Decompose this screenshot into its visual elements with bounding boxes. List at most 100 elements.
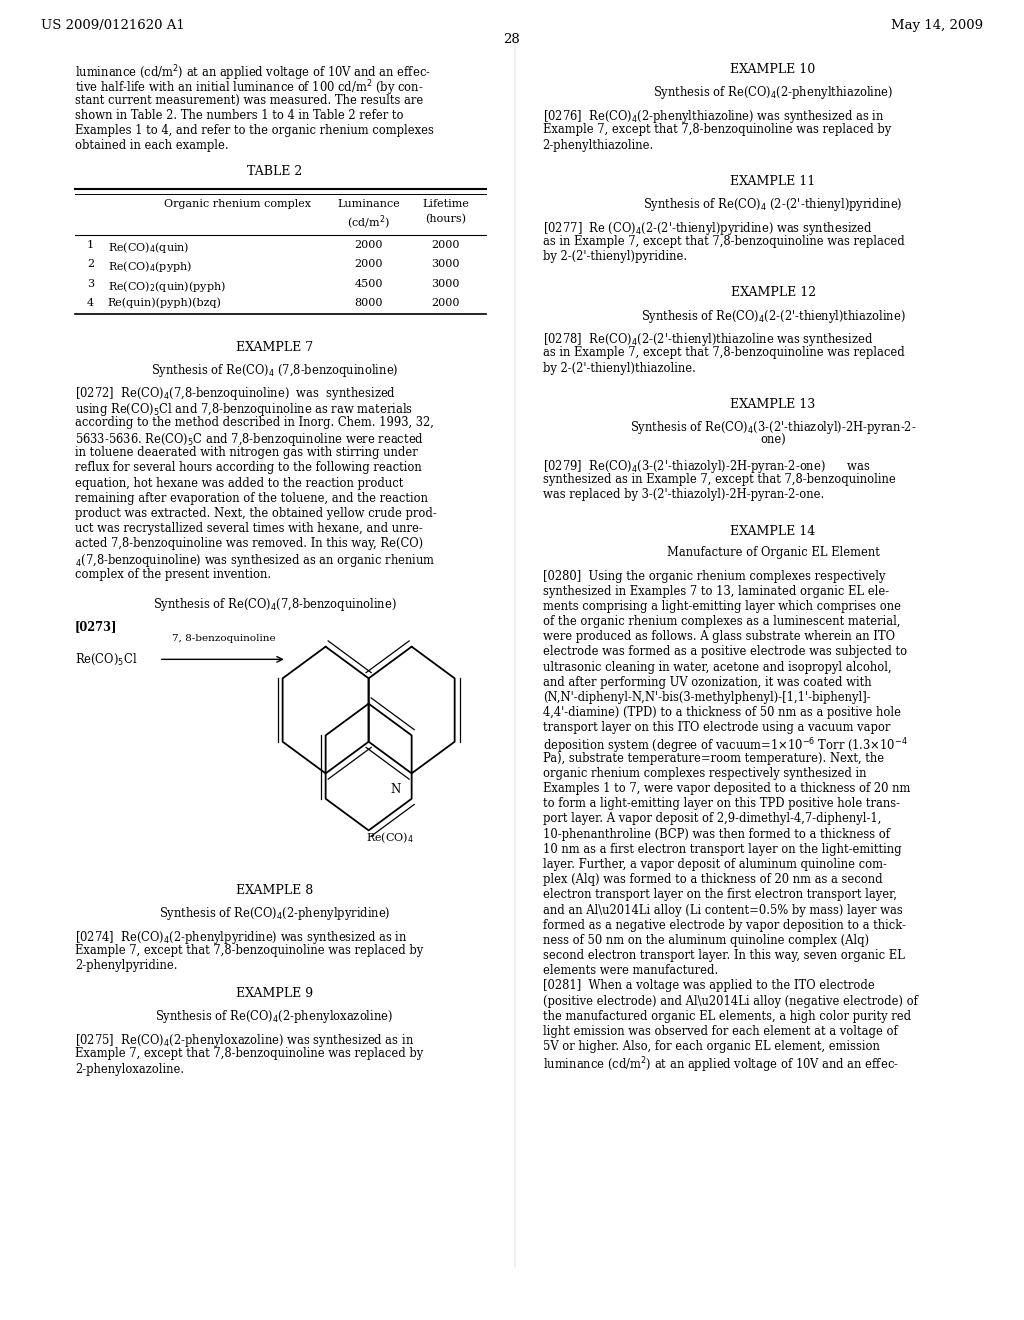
Text: elements were manufactured.: elements were manufactured. xyxy=(543,964,718,977)
Text: transport layer on this ITO electrode using a vacuum vapor: transport layer on this ITO electrode us… xyxy=(543,721,890,734)
Text: uct was recrystallized several times with hexane, and unre-: uct was recrystallized several times wit… xyxy=(75,521,423,535)
Text: Examples 1 to 4, and refer to the organic rhenium complexes: Examples 1 to 4, and refer to the organi… xyxy=(75,124,433,137)
Text: (hours): (hours) xyxy=(425,214,466,224)
Text: Examples 1 to 7, were vapor deposited to a thickness of 20 nm: Examples 1 to 7, were vapor deposited to… xyxy=(543,781,910,795)
Text: 2000: 2000 xyxy=(354,259,383,269)
Text: Synthesis of Re(CO)$_4$ (7,8-benzoquinoline): Synthesis of Re(CO)$_4$ (7,8-benzoquinol… xyxy=(151,362,398,379)
Text: Synthesis of Re(CO)$_4$ (2-(2'-thienyl)pyridine): Synthesis of Re(CO)$_4$ (2-(2'-thienyl)p… xyxy=(643,195,903,213)
Text: 4500: 4500 xyxy=(354,279,383,289)
Text: port layer. A vapor deposit of 2,9-dimethyl-4,7-diphenyl-1,: port layer. A vapor deposit of 2,9-dimet… xyxy=(543,812,881,825)
Text: EXAMPLE 13: EXAMPLE 13 xyxy=(730,397,816,411)
Text: Luminance: Luminance xyxy=(337,199,400,210)
Text: ments comprising a light-emitting layer which comprises one: ments comprising a light-emitting layer … xyxy=(543,599,901,612)
Text: EXAMPLE 10: EXAMPLE 10 xyxy=(730,63,816,77)
Text: 28: 28 xyxy=(504,33,520,46)
Text: Organic rhenium complex: Organic rhenium complex xyxy=(164,199,311,210)
Text: layer. Further, a vapor deposit of aluminum quinoline com-: layer. Further, a vapor deposit of alumi… xyxy=(543,858,887,871)
Text: of the organic rhenium complexes as a luminescent material,: of the organic rhenium complexes as a lu… xyxy=(543,615,900,628)
Text: Re(CO)$_2$(quin)(pyph): Re(CO)$_2$(quin)(pyph) xyxy=(108,279,225,293)
Text: obtained in each example.: obtained in each example. xyxy=(75,139,228,152)
Text: (cd/m$^2$): (cd/m$^2$) xyxy=(347,214,390,232)
Text: 2-phenyloxazoline.: 2-phenyloxazoline. xyxy=(75,1063,184,1076)
Text: remaining after evaporation of the toluene, and the reaction: remaining after evaporation of the tolue… xyxy=(75,491,428,504)
Text: 10 nm as a first electron transport layer on the light-emitting: 10 nm as a first electron transport laye… xyxy=(543,842,901,855)
Text: Re(quin)(pyph)(bzq): Re(quin)(pyph)(bzq) xyxy=(108,297,221,309)
Text: Re(CO)$_5$Cl: Re(CO)$_5$Cl xyxy=(75,652,137,667)
Text: Manufacture of Organic EL Element: Manufacture of Organic EL Element xyxy=(667,545,880,558)
Text: [0273]: [0273] xyxy=(75,619,118,632)
Text: [0280]  Using the organic rhenium complexes respectively: [0280] Using the organic rhenium complex… xyxy=(543,569,885,582)
Text: as in Example 7, except that 7,8-benzoquinoline was replaced: as in Example 7, except that 7,8-benzoqu… xyxy=(543,235,904,248)
Text: according to the method described in Inorg. Chem. 1993, 32,: according to the method described in Ino… xyxy=(75,416,433,429)
Text: Synthesis of Re(CO)$_4$(7,8-benzoquinoline): Synthesis of Re(CO)$_4$(7,8-benzoquinoli… xyxy=(153,595,396,612)
Text: [0278]  Re(CO)$_4$(2-(2'-thienyl)thiazoline was synthesized: [0278] Re(CO)$_4$(2-(2'-thienyl)thiazoli… xyxy=(543,331,872,348)
Text: [0281]  When a voltage was applied to the ITO electrode: [0281] When a voltage was applied to the… xyxy=(543,979,874,993)
Text: light emission was observed for each element at a voltage of: light emission was observed for each ele… xyxy=(543,1024,897,1038)
Text: 2-phenylpyridine.: 2-phenylpyridine. xyxy=(75,958,177,972)
Text: plex (Alq) was formed to a thickness of 20 nm as a second: plex (Alq) was formed to a thickness of … xyxy=(543,873,883,886)
Text: 5V or higher. Also, for each organic EL element, emission: 5V or higher. Also, for each organic EL … xyxy=(543,1040,880,1053)
Text: Synthesis of Re(CO)$_4$(2-(2'-thienyl)thiazoline): Synthesis of Re(CO)$_4$(2-(2'-thienyl)th… xyxy=(641,308,905,325)
Text: Re(CO)$_4$: Re(CO)$_4$ xyxy=(367,830,414,845)
Text: shown in Table 2. The numbers 1 to 4 in Table 2 refer to: shown in Table 2. The numbers 1 to 4 in … xyxy=(75,108,403,121)
Text: Example 7, except that 7,8-benzoquinoline was replaced by: Example 7, except that 7,8-benzoquinolin… xyxy=(75,944,423,957)
Text: complex of the present invention.: complex of the present invention. xyxy=(75,568,271,581)
Text: May 14, 2009: May 14, 2009 xyxy=(891,18,983,32)
Text: in toluene deaerated with nitrogen gas with stirring under: in toluene deaerated with nitrogen gas w… xyxy=(75,446,418,459)
Text: synthesized as in Example 7, except that 7,8-benzoquinoline: synthesized as in Example 7, except that… xyxy=(543,473,895,486)
Text: synthesized in Examples 7 to 13, laminated organic EL ele-: synthesized in Examples 7 to 13, laminat… xyxy=(543,585,889,598)
Text: Example 7, except that 7,8-benzoquinoline was replaced by: Example 7, except that 7,8-benzoquinolin… xyxy=(75,1047,423,1060)
Text: by 2-(2'-thienyl)thiazoline.: by 2-(2'-thienyl)thiazoline. xyxy=(543,362,695,375)
Text: Pa), substrate temperature=room temperature). Next, the: Pa), substrate temperature=room temperat… xyxy=(543,751,884,764)
Text: [0272]  Re(CO)$_4$(7,8-benzoquinoline)  was  synthesized: [0272] Re(CO)$_4$(7,8-benzoquinoline) wa… xyxy=(75,385,395,403)
Text: ness of 50 nm on the aluminum quinoline complex (Alq): ness of 50 nm on the aluminum quinoline … xyxy=(543,933,868,946)
Text: [0276]  Re(CO)$_4$(2-phenylthiazoline) was synthesized as in: [0276] Re(CO)$_4$(2-phenylthiazoline) wa… xyxy=(543,108,884,125)
Text: reflux for several hours according to the following reaction: reflux for several hours according to th… xyxy=(75,461,422,474)
Text: (N,N'-diphenyl-N,N'-bis(3-methylphenyl)-[1,1'-biphenyl]-: (N,N'-diphenyl-N,N'-bis(3-methylphenyl)-… xyxy=(543,690,870,704)
Text: EXAMPLE 14: EXAMPLE 14 xyxy=(730,524,816,537)
Text: as in Example 7, except that 7,8-benzoquinoline was replaced: as in Example 7, except that 7,8-benzoqu… xyxy=(543,346,904,359)
Text: 3000: 3000 xyxy=(431,279,460,289)
Text: and an Al\u2014Li alloy (Li content=0.5% by mass) layer was: and an Al\u2014Li alloy (Li content=0.5%… xyxy=(543,903,902,916)
Text: [0279]  Re(CO)$_4$(3-(2'-thiazolyl)-2H-pyran-2-one)      was: [0279] Re(CO)$_4$(3-(2'-thiazolyl)-2H-py… xyxy=(543,458,870,475)
Text: 7, 8-benzoquinoline: 7, 8-benzoquinoline xyxy=(172,635,275,643)
Text: Synthesis of Re(CO)$_4$(3-(2'-thiazolyl)-2H-pyran-2-: Synthesis of Re(CO)$_4$(3-(2'-thiazolyl)… xyxy=(630,418,916,436)
Text: EXAMPLE 8: EXAMPLE 8 xyxy=(236,883,313,896)
Text: luminance (cd/m$^2$) at an applied voltage of 10V and an effec-: luminance (cd/m$^2$) at an applied volta… xyxy=(543,1055,898,1074)
Text: product was extracted. Next, the obtained yellow crude prod-: product was extracted. Next, the obtaine… xyxy=(75,507,436,520)
Text: equation, hot hexane was added to the reaction product: equation, hot hexane was added to the re… xyxy=(75,477,403,490)
Text: 2000: 2000 xyxy=(431,297,460,308)
Text: organic rhenium complexes respectively synthesized in: organic rhenium complexes respectively s… xyxy=(543,767,866,780)
Text: Synthesis of Re(CO)$_4$(2-phenylpyridine): Synthesis of Re(CO)$_4$(2-phenylpyridine… xyxy=(159,904,390,921)
Text: Synthesis of Re(CO)$_4$(2-phenylthiazoline): Synthesis of Re(CO)$_4$(2-phenylthiazoli… xyxy=(653,84,893,102)
Text: [0275]  Re(CO)$_4$(2-phenyloxazoline) was synthesized as in: [0275] Re(CO)$_4$(2-phenyloxazoline) was… xyxy=(75,1032,414,1049)
Text: EXAMPLE 11: EXAMPLE 11 xyxy=(730,174,816,187)
Text: were produced as follows. A glass substrate wherein an ITO: were produced as follows. A glass substr… xyxy=(543,630,895,643)
Text: 4: 4 xyxy=(87,297,94,308)
Text: 2: 2 xyxy=(87,259,94,269)
Text: EXAMPLE 9: EXAMPLE 9 xyxy=(236,987,313,1001)
Text: second electron transport layer. In this way, seven organic EL: second electron transport layer. In this… xyxy=(543,949,904,962)
Text: 2000: 2000 xyxy=(431,240,460,251)
Text: acted 7,8-benzoquinoline was removed. In this way, Re(CO): acted 7,8-benzoquinoline was removed. In… xyxy=(75,537,423,550)
Text: 5633-5636. Re(CO)$_5$C and 7,8-benzoquinoline were reacted: 5633-5636. Re(CO)$_5$C and 7,8-benzoquin… xyxy=(75,430,424,447)
Text: EXAMPLE 12: EXAMPLE 12 xyxy=(730,286,816,300)
Text: electron transport layer on the first electron transport layer,: electron transport layer on the first el… xyxy=(543,888,897,902)
Text: 4,4'-diamine) (TPD) to a thickness of 50 nm as a positive hole: 4,4'-diamine) (TPD) to a thickness of 50… xyxy=(543,706,901,719)
Text: by 2-(2'-thienyl)pyridine.: by 2-(2'-thienyl)pyridine. xyxy=(543,249,687,263)
Text: to form a light-emitting layer on this TPD positive hole trans-: to form a light-emitting layer on this T… xyxy=(543,797,900,810)
Text: stant current measurement) was measured. The results are: stant current measurement) was measured.… xyxy=(75,94,423,107)
Text: 10-phenanthroline (BCP) was then formed to a thickness of: 10-phenanthroline (BCP) was then formed … xyxy=(543,828,890,841)
Text: deposition system (degree of vacuum=1$\times$10$^{-6}$ Torr (1.3$\times$10$^{-4}: deposition system (degree of vacuum=1$\t… xyxy=(543,737,907,756)
Text: formed as a negative electrode by vapor deposition to a thick-: formed as a negative electrode by vapor … xyxy=(543,919,905,932)
Text: one): one) xyxy=(760,434,786,447)
Text: Example 7, except that 7,8-benzoquinoline was replaced by: Example 7, except that 7,8-benzoquinolin… xyxy=(543,124,891,136)
Text: tive half-life with an initial luminance of 100 cd/m$^2$ (by con-: tive half-life with an initial luminance… xyxy=(75,79,423,98)
Text: (positive electrode) and Al\u2014Li alloy (negative electrode) of: (positive electrode) and Al\u2014Li allo… xyxy=(543,994,918,1007)
Text: Lifetime: Lifetime xyxy=(422,199,469,210)
Text: the manufactured organic EL elements, a high color purity red: the manufactured organic EL elements, a … xyxy=(543,1010,910,1023)
Text: ultrasonic cleaning in water, acetone and isopropyl alcohol,: ultrasonic cleaning in water, acetone an… xyxy=(543,660,891,673)
Text: electrode was formed as a positive electrode was subjected to: electrode was formed as a positive elect… xyxy=(543,645,907,659)
Text: and after performing UV ozonization, it was coated with: and after performing UV ozonization, it … xyxy=(543,676,871,689)
Text: 2000: 2000 xyxy=(354,240,383,251)
